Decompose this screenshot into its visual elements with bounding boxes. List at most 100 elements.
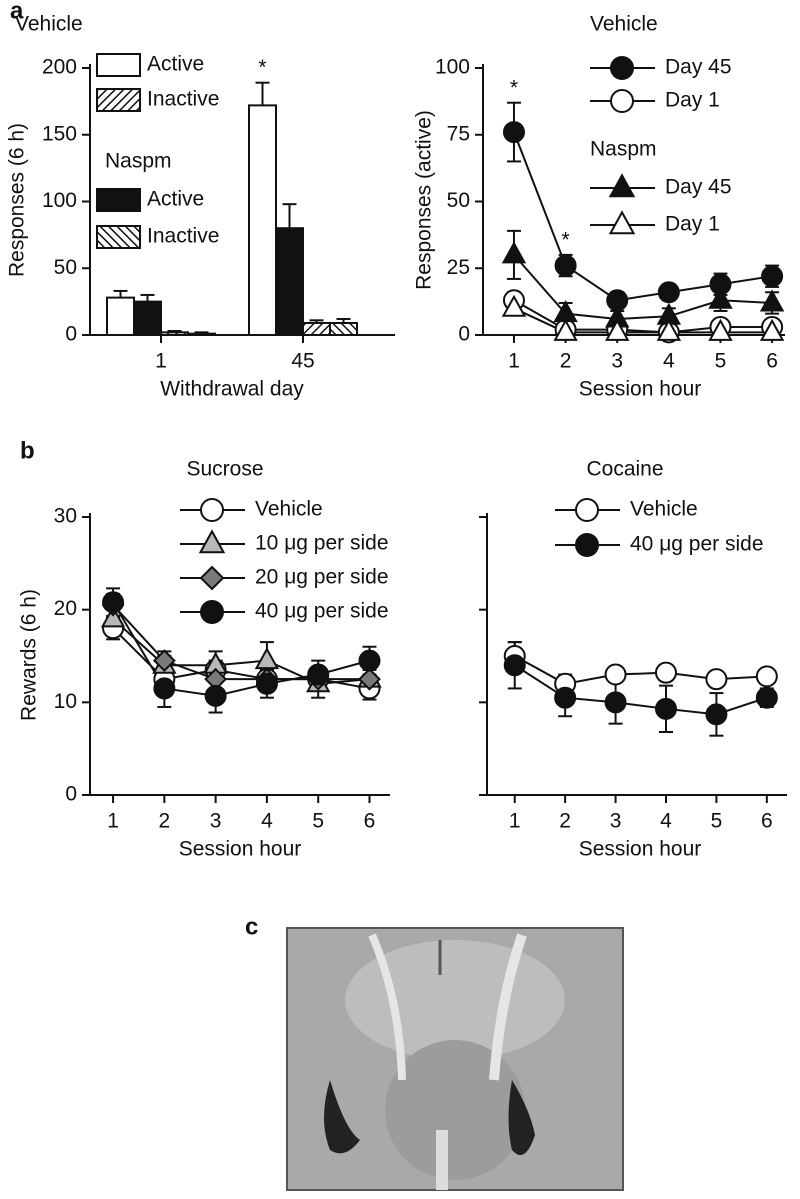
y-tick-label: 10 bbox=[54, 690, 77, 713]
bar bbox=[133, 300, 162, 336]
x-tick-label: 4 bbox=[663, 350, 675, 373]
panel-label: c bbox=[245, 913, 258, 940]
y-axis-label: Responses (6 h) bbox=[6, 123, 29, 277]
marker bbox=[657, 281, 680, 304]
x-tick-label: 2 bbox=[559, 810, 571, 833]
legend-label: 40 μg per side bbox=[630, 533, 764, 556]
marker bbox=[705, 668, 728, 691]
significance-mark: * bbox=[562, 228, 570, 251]
legend-label: Active bbox=[147, 188, 204, 211]
x-tick-label: 2 bbox=[159, 810, 171, 833]
series-line bbox=[513, 307, 773, 334]
legend-swatch bbox=[96, 53, 141, 77]
x-tick-label: 3 bbox=[610, 810, 622, 833]
y-tick-label: 0 bbox=[458, 323, 470, 346]
legend-title: Naspm bbox=[105, 150, 172, 173]
bar bbox=[329, 321, 358, 336]
marker bbox=[761, 265, 784, 288]
y-tick-label: 0 bbox=[65, 783, 77, 806]
legend-title: Vehicle bbox=[15, 13, 83, 36]
marker bbox=[708, 318, 733, 341]
legend-label: 40 μg per side bbox=[255, 600, 389, 623]
legend-label: Day 1 bbox=[665, 213, 720, 236]
x-tick-label: 5 bbox=[312, 810, 324, 833]
marker bbox=[604, 663, 627, 686]
y-tick-label: 0 bbox=[65, 323, 77, 346]
bar bbox=[106, 296, 135, 336]
x-tick-label: 3 bbox=[210, 810, 222, 833]
y-tick-label: 50 bbox=[447, 189, 470, 212]
marker bbox=[759, 318, 785, 341]
legend-label: 10 μg per side bbox=[255, 532, 389, 555]
legend-label: 20 μg per side bbox=[255, 566, 389, 589]
y-tick-label: 30 bbox=[54, 505, 77, 528]
marker bbox=[198, 529, 226, 554]
legend-label: Day 1 bbox=[665, 89, 720, 112]
marker bbox=[503, 654, 526, 677]
x-tick-label: 5 bbox=[711, 810, 723, 833]
panel-label: b bbox=[20, 437, 35, 464]
marker bbox=[502, 121, 525, 144]
marker bbox=[204, 684, 227, 707]
marker bbox=[255, 672, 278, 695]
x-tick-label: 1 bbox=[508, 350, 520, 373]
y-tick-label: 25 bbox=[447, 256, 470, 279]
legend-label: Day 45 bbox=[665, 56, 732, 79]
marker bbox=[199, 565, 225, 591]
series-line bbox=[514, 655, 767, 685]
marker bbox=[708, 286, 733, 309]
chart-title: Cocaine bbox=[586, 458, 663, 481]
marker bbox=[358, 667, 381, 691]
marker bbox=[100, 605, 126, 628]
legend-swatch bbox=[96, 88, 141, 112]
marker bbox=[554, 254, 577, 277]
bar bbox=[248, 104, 277, 336]
x-tick-label: 1 bbox=[509, 810, 521, 833]
marker bbox=[755, 686, 778, 709]
panel-label: a bbox=[10, 0, 24, 24]
x-tick-label: 5 bbox=[715, 350, 727, 373]
bar bbox=[275, 227, 304, 336]
marker bbox=[610, 56, 634, 80]
y-tick-label: 200 bbox=[42, 56, 77, 79]
bar bbox=[302, 321, 331, 336]
x-tick-label: 2 bbox=[560, 350, 572, 373]
x-tick-label: 6 bbox=[364, 810, 376, 833]
chart-title: Sucrose bbox=[186, 458, 263, 481]
marker bbox=[358, 649, 381, 672]
marker bbox=[200, 600, 224, 624]
x-tick-label: 1 bbox=[155, 350, 167, 373]
y-tick-label: 20 bbox=[54, 597, 77, 620]
marker bbox=[307, 663, 330, 686]
x-tick-label: 6 bbox=[766, 350, 778, 373]
marker bbox=[705, 703, 728, 726]
y-axis-label: Rewards (6 h) bbox=[18, 589, 41, 721]
legend-swatch bbox=[96, 225, 141, 249]
y-axis-label: Responses (active) bbox=[413, 110, 436, 290]
legend-swatch bbox=[96, 188, 141, 212]
y-tick-label: 75 bbox=[447, 122, 470, 145]
legend-label: Inactive bbox=[147, 88, 219, 111]
significance-mark: * bbox=[258, 56, 266, 79]
marker bbox=[610, 89, 634, 113]
marker bbox=[605, 318, 630, 341]
x-tick-label: 45 bbox=[291, 350, 314, 373]
y-tick-label: 100 bbox=[42, 189, 77, 212]
marker bbox=[656, 318, 682, 341]
legend-label: Vehicle bbox=[630, 498, 698, 521]
marker bbox=[575, 533, 599, 557]
marker bbox=[759, 289, 785, 312]
marker bbox=[654, 697, 677, 720]
marker bbox=[501, 294, 527, 317]
marker bbox=[501, 241, 527, 264]
legend-label: Vehicle bbox=[255, 498, 323, 521]
x-axis-label: Session hour bbox=[179, 838, 302, 861]
legend-label: Inactive bbox=[147, 225, 219, 248]
marker bbox=[604, 691, 627, 714]
bar bbox=[160, 331, 189, 336]
marker bbox=[608, 210, 636, 235]
x-tick-label: 3 bbox=[611, 350, 623, 373]
marker bbox=[608, 173, 636, 198]
